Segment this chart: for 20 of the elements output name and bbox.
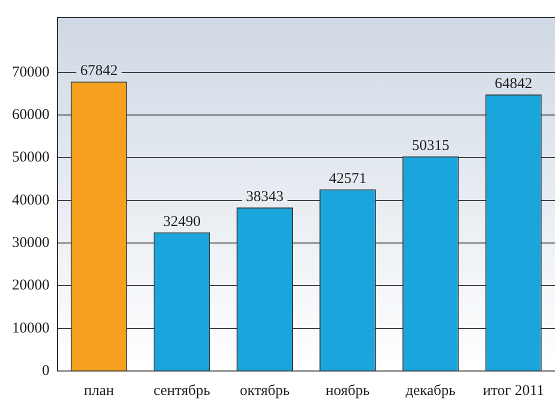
- data-label: 67842: [80, 63, 118, 80]
- data-label: 42571: [328, 170, 366, 187]
- y-tick-label: 20000: [12, 278, 50, 294]
- data-label: 50315: [412, 138, 450, 154]
- y-tick-label: 50000: [12, 150, 50, 166]
- y-tick-label: 30000: [12, 234, 50, 251]
- x-tick-label: декабрь: [406, 382, 456, 399]
- data-label: 64842: [494, 76, 532, 92]
- x-tick-label: план: [84, 382, 114, 399]
- y-tick-label: 70000: [12, 64, 50, 80]
- y-tick-label: 60000: [12, 107, 50, 124]
- x-tick-label: октябрь: [240, 382, 290, 399]
- data-label: 38343: [246, 188, 284, 205]
- y-tick-label: 40000: [12, 192, 50, 208]
- x-tick-label: сентябрь: [153, 382, 210, 399]
- data-label: 32490: [163, 214, 201, 230]
- y-tick-label: 0: [42, 362, 50, 379]
- x-tick-label: итог 2011: [482, 382, 544, 399]
- y-tick-label: 10000: [12, 320, 50, 336]
- x-tick-label: ноябрь: [326, 382, 370, 399]
